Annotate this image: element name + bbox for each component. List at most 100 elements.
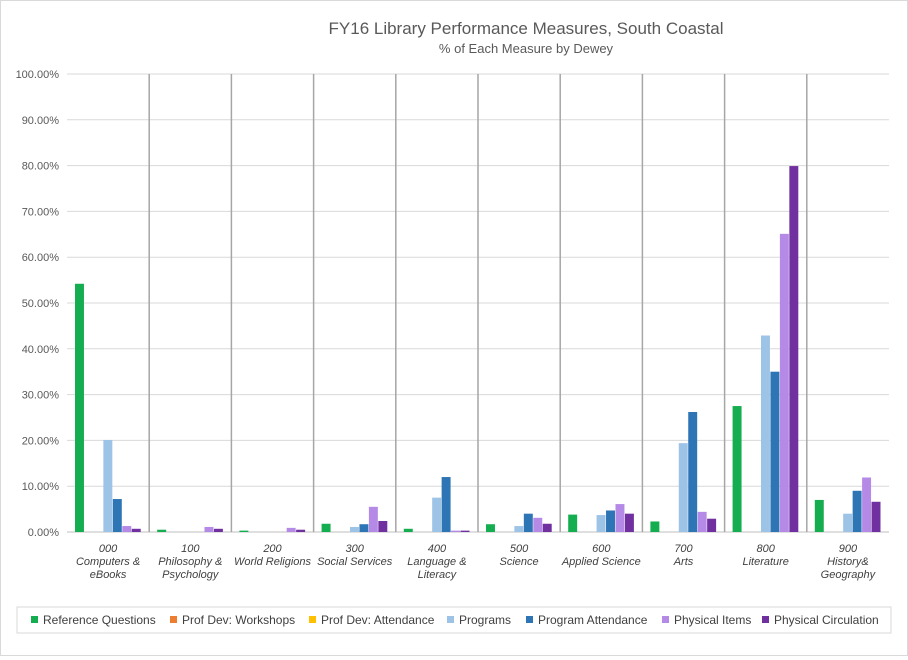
category-separators — [148, 74, 808, 532]
bar — [615, 504, 625, 532]
bar — [678, 443, 688, 532]
bar — [606, 510, 615, 532]
legend-label: Prof Dev: Workshops — [182, 613, 295, 627]
bar — [131, 528, 141, 532]
legend-item: Prof Dev: Attendance — [309, 613, 435, 627]
bar — [359, 524, 369, 532]
bar — [122, 526, 132, 532]
bar — [779, 233, 789, 533]
bar — [523, 513, 533, 532]
bar — [624, 513, 634, 532]
chart-title: FY16 Library Performance Measures, South… — [329, 19, 724, 38]
bar — [862, 477, 872, 532]
y-tick-label: 80.00% — [22, 161, 60, 173]
bar — [378, 521, 388, 532]
legend-item: Program Attendance — [526, 613, 648, 627]
legend-item: Reference Questions — [31, 613, 156, 627]
bar — [296, 529, 306, 532]
bar — [814, 499, 824, 532]
bar — [157, 529, 167, 532]
x-tick-label: World Religions — [234, 556, 312, 568]
bar — [760, 335, 770, 532]
x-tick-label: Applied Science — [561, 556, 641, 568]
bar — [432, 497, 442, 532]
bar — [368, 506, 378, 532]
legend-label: Program Attendance — [538, 613, 648, 627]
bar — [514, 526, 524, 532]
bar — [871, 501, 881, 532]
legend-label: Physical Items — [674, 613, 751, 627]
x-tick-label: 000 — [99, 543, 118, 555]
bar — [204, 526, 214, 532]
bar — [239, 530, 249, 532]
legend: Reference Questions Prof Dev: Workshops Pr… — [16, 606, 892, 634]
bar — [349, 526, 359, 532]
y-tick-label: 40.00% — [22, 344, 60, 356]
x-tick-label: Social Services — [317, 556, 393, 568]
legend-item: Prof Dev: Workshops — [170, 613, 295, 627]
bar — [103, 439, 113, 532]
x-tick-label: 400 — [428, 543, 447, 555]
bar — [732, 406, 742, 532]
x-tick-label: Philosophy & — [158, 556, 222, 568]
legend-swatch — [447, 616, 454, 623]
x-tick-label: 800 — [757, 543, 776, 555]
bar — [697, 511, 707, 532]
y-tick-label: 20.00% — [22, 435, 60, 447]
bar — [460, 530, 470, 532]
legend-swatch — [309, 616, 316, 623]
bar — [688, 412, 698, 532]
legend-label: Programs — [459, 613, 511, 627]
x-tick-label: 200 — [262, 543, 282, 555]
bar — [789, 166, 799, 533]
bar — [441, 477, 451, 532]
y-tick-label: 70.00% — [22, 206, 60, 218]
legend-label: Prof Dev: Attendance — [321, 613, 435, 627]
y-tick-label: 60.00% — [22, 252, 60, 264]
x-tick-label: 700 — [674, 543, 693, 555]
bar — [75, 283, 84, 532]
x-tick-label: Language & — [407, 556, 466, 568]
bar — [451, 530, 461, 532]
x-tick-label: Geography — [821, 569, 877, 581]
bar — [486, 524, 495, 532]
bar — [650, 521, 660, 532]
bar — [568, 514, 578, 532]
x-tick-label: 900 — [839, 543, 858, 555]
x-tick-label: History& — [827, 556, 869, 568]
legend-swatch — [662, 616, 669, 623]
bar — [321, 523, 331, 532]
legend-label: Reference Questions — [43, 613, 156, 627]
x-tick-label: 300 — [346, 543, 365, 555]
legend-swatch — [762, 616, 769, 623]
x-tick-label: Computers & — [76, 556, 140, 568]
y-tick-label: 90.00% — [22, 115, 60, 127]
x-tick-label: Literature — [742, 556, 788, 568]
bar — [112, 499, 122, 532]
legend-label: Physical Circulation — [774, 613, 879, 627]
bar — [707, 518, 717, 532]
bar — [213, 528, 223, 532]
bar — [533, 517, 543, 532]
bar — [403, 528, 413, 532]
x-tick-label: Arts — [673, 556, 694, 568]
legend-swatch — [170, 616, 177, 623]
bars — [75, 166, 881, 533]
bar — [542, 523, 552, 532]
bar — [852, 490, 862, 532]
y-tick-label: 30.00% — [22, 390, 60, 402]
chart-subtitle: % of Each Measure by Dewey — [439, 41, 614, 56]
bar — [596, 515, 606, 532]
legend-item: Physical Circulation — [762, 613, 879, 627]
x-tick-label: 500 — [510, 543, 529, 555]
x-tick-label: eBooks — [90, 569, 127, 581]
x-tick-label: 100 — [181, 543, 200, 555]
bar — [770, 371, 780, 532]
y-axis-ticks: 0.00% 10.00% 20.00% 30.00% 40.00% 50.00% 60.00… — [16, 69, 60, 539]
y-tick-label: 50.00% — [22, 298, 60, 310]
legend-swatch — [526, 616, 533, 623]
bar — [843, 513, 853, 532]
